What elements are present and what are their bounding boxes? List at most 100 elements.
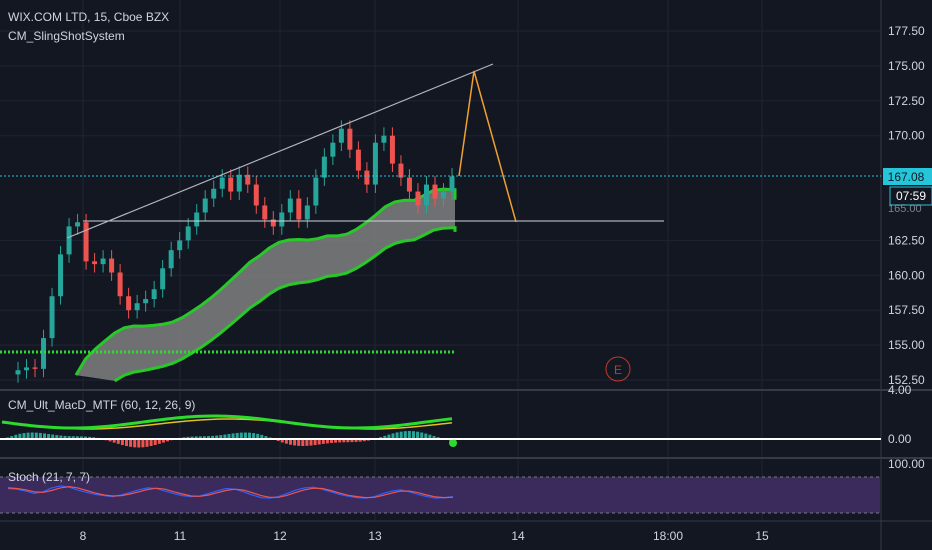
study-title[interactable]: CM_SlingShotSystem: [8, 29, 125, 43]
price-tick-label: 160.00: [888, 268, 925, 282]
macd-histogram-bar: [215, 435, 219, 440]
countdown-tag: 07:59: [896, 189, 926, 203]
macd-histogram-bar: [325, 439, 329, 444]
hidden-price-label: 165.00: [888, 203, 922, 215]
macd-histogram-bar: [10, 436, 14, 440]
macd-histogram-bar: [305, 439, 309, 446]
candle-body: [117, 272, 123, 297]
time-axis[interactable]: 8 11 12 13 14 18:00 15: [80, 529, 769, 543]
candle-body: [92, 261, 98, 265]
macd-histogram-bar: [198, 436, 202, 440]
macd-histogram-bar: [260, 434, 264, 440]
macd-histogram-bar: [47, 434, 51, 440]
macd-histogram-bar: [141, 439, 145, 448]
macd-label[interactable]: CM_Ult_MacD_MTF (60, 12, 26, 9): [8, 398, 196, 412]
candle-body: [406, 177, 412, 192]
band-fill: [75, 189, 455, 381]
candle-body: [321, 156, 327, 178]
macd-histogram-bar: [293, 439, 297, 446]
candle-body: [262, 205, 268, 220]
candle-body: [24, 367, 30, 371]
macd-histogram-bar: [395, 432, 399, 440]
candle-body: [245, 174, 251, 185]
price-tick-label: 162.50: [888, 233, 925, 247]
macd-histogram-bar: [330, 439, 333, 443]
macd-histogram-bar: [67, 436, 71, 440]
macd-histogram-bar: [194, 436, 198, 440]
macd-histogram-bar: [317, 439, 321, 445]
candle-body: [58, 254, 64, 297]
candle-body: [287, 198, 293, 213]
macd-histogram-bar: [243, 432, 247, 440]
macd-histogram-bar: [26, 432, 30, 440]
macd-histogram-bar: [63, 435, 67, 440]
macd-line: [1, 414, 453, 430]
macd-histogram-bar: [321, 439, 325, 444]
earnings-event-marker[interactable]: [605, 356, 631, 382]
macd-histogram-bar: [301, 439, 305, 446]
time-tick-label: 11: [174, 529, 187, 543]
price-tick-label: 170.00: [888, 129, 925, 143]
stoch-indicator: [7, 485, 454, 499]
candle-body: [151, 289, 157, 300]
macd-histogram-bar: [428, 434, 432, 440]
macd-histogram-bar: [34, 432, 38, 440]
candle-body: [126, 296, 132, 311]
candle-body: [304, 205, 310, 220]
macd-histogram-bar: [391, 433, 395, 440]
candle-body: [398, 163, 404, 178]
stoch-d-line: [7, 485, 454, 499]
symbol-title[interactable]: WIX.COM LTD, 15, Cboe BZX: [8, 10, 170, 24]
macd-histogram-bar: [18, 433, 22, 440]
macd-histogram-bar: [223, 434, 227, 440]
price-tick-label: 175.00: [888, 59, 925, 73]
band-slow-line: [113, 226, 457, 383]
macd-histogram-bar: [403, 431, 407, 440]
candle-body: [347, 128, 353, 150]
macd-histogram-bar: [334, 439, 338, 443]
macd-histogram-bar: [432, 435, 436, 440]
candle-body: [432, 184, 438, 199]
macd-histogram-bar: [252, 433, 256, 440]
candle-body: [313, 177, 319, 206]
candle-body: [66, 226, 72, 255]
macd-histogram-bar: [309, 439, 313, 446]
macd-histogram-bar: [129, 439, 133, 447]
candle-body: [75, 222, 81, 227]
macd-tick-label: 0.00: [888, 432, 912, 446]
macd-histogram-bar: [207, 436, 210, 440]
candle-body: [228, 177, 234, 192]
candle-body: [49, 296, 55, 339]
macd-histogram-bar: [202, 436, 206, 440]
stoch-label[interactable]: Stoch (21, 7, 7): [8, 470, 91, 484]
time-tick-label: 8: [80, 529, 87, 543]
price-candles: [15, 120, 455, 383]
stoch-tick-label: 100.00: [888, 457, 925, 471]
countdown-tag-bg: [889, 186, 932, 206]
macd-histogram-bar: [235, 432, 239, 440]
price-tick-label: 157.50: [888, 303, 925, 317]
macd-histogram-bar: [284, 439, 288, 444]
candle-body: [338, 128, 344, 143]
macd-histogram-bar: [14, 434, 18, 440]
candle-body: [160, 268, 166, 290]
macd-histogram-bar: [416, 431, 420, 440]
candle-body: [279, 212, 285, 227]
price-axis[interactable]: 177.50 175.00 172.50 170.00 162.50 160.00 157.…: [888, 24, 925, 471]
macd-histogram-bar: [350, 439, 354, 443]
macd-histogram-bar: [75, 436, 79, 440]
time-tick-label: 14: [511, 529, 525, 543]
price-tick-label: 152.50: [888, 373, 925, 387]
macd-histogram-bar: [153, 439, 157, 446]
candle-body: [168, 250, 174, 269]
candle-body: [15, 370, 21, 375]
macd-histogram-bar: [346, 439, 350, 443]
stoch-k-line: [7, 485, 454, 499]
macd-histogram-bar: [424, 433, 428, 440]
last-price-tag-bg: [883, 168, 932, 185]
macd-histogram-bar: [362, 439, 366, 442]
candle-body: [177, 240, 183, 251]
macd-histogram-bar: [157, 439, 161, 444]
macd-histogram-bar: [358, 439, 362, 442]
